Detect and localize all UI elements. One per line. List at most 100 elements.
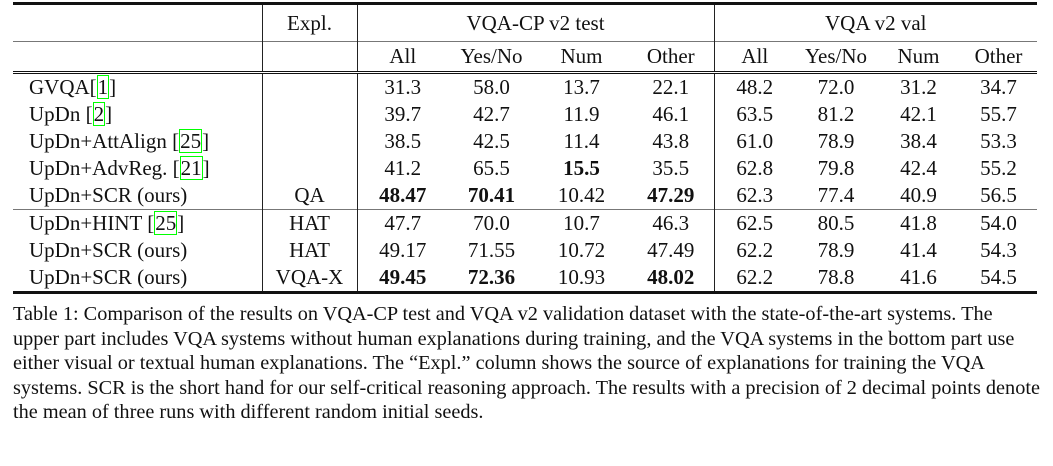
value-cell: 77.4 (817, 183, 855, 207)
expl-cell (262, 71, 358, 101)
value-cell: 48.02 (628, 264, 715, 294)
citation-link[interactable]: 25 (179, 129, 203, 153)
method-name-cell: UpDn [2] (13, 101, 263, 128)
value-cell: 62.2 (714, 264, 795, 294)
value-cell: 61.0 (736, 129, 774, 153)
method-name-cell: UpDn+HINT [25] (13, 209, 263, 237)
col-header: Yes/No (448, 41, 535, 73)
vqa-v2-header: VQA v2 val (714, 2, 1037, 42)
value-cell: 38.4 (900, 129, 937, 153)
expl-cell: QA (262, 182, 358, 210)
col-header: All (357, 41, 448, 73)
table-row: UpDn [2] 39.7 42.7 11.9 46.1 63.5 81.2 42.1 55.7 (13, 101, 1037, 128)
method-name-cell: UpDn+AttAlign [25] (13, 128, 263, 155)
value-cell: 10.93 (535, 264, 628, 294)
method-name-cell: UpDn+SCR (ours) (13, 182, 263, 210)
table-row: UpDn+SCR (ours) HAT 49.17 71.55 10.72 47.49 62… (13, 237, 1037, 264)
table-row: UpDn+AttAlign [25] 38.5 42.5 11.4 43.8 61.0 78… (13, 128, 1037, 155)
value-cell: 56.5 (980, 183, 1017, 207)
value-cell: 54.0 (960, 209, 1037, 237)
value-cell: 41.8 (877, 209, 960, 237)
citation-link[interactable]: 1 (96, 75, 110, 99)
method-name-cell: UpDn+SCR (ours) (13, 264, 263, 294)
value-cell: 11.4 (563, 129, 600, 153)
expl-cell: HAT (262, 209, 358, 237)
method-name: UpDn+AttAlign (29, 129, 173, 153)
results-table: Expl. VQA-CP v2 test VQA v2 val All Yes/… (13, 2, 1037, 294)
method-name: UpDn+SCR (ours) (29, 183, 188, 207)
value-cell: 48.47 (379, 183, 427, 207)
table-row: UpDn+SCR (ours) VQA-X 49.45 72.36 10.93 48.02… (13, 264, 1037, 294)
value-cell: 70.0 (448, 209, 535, 237)
value-cell: 41.2 (384, 156, 422, 180)
value-cell: 38.5 (384, 129, 422, 153)
value-cell: 65.5 (473, 156, 510, 180)
expl-cell: HAT (262, 237, 358, 264)
value-cell: 47.29 (628, 182, 715, 210)
value-cell: 62.3 (736, 183, 774, 207)
value-cell: 49.17 (379, 238, 427, 262)
col-header: All (714, 41, 795, 73)
table-row: GVQA[1] 31.3 58.0 13.7 22.1 48.2 72.0 31.2 34.7 (13, 71, 1037, 101)
value-cell: 10.72 (557, 238, 606, 262)
value-cell: 80.5 (795, 209, 877, 237)
value-cell: 10.7 (535, 209, 628, 237)
value-cell: 54.5 (960, 264, 1037, 294)
empty-header-cell (13, 2, 263, 42)
vqa-cp-header: VQA-CP v2 test (357, 2, 715, 42)
value-cell: 47.7 (357, 209, 448, 237)
value-cell: 46.1 (628, 101, 715, 128)
value-cell: 42.1 (900, 102, 937, 126)
value-cell: 34.7 (960, 71, 1037, 101)
value-cell: 79.8 (817, 156, 855, 180)
method-name: GVQA (29, 75, 90, 99)
value-cell: 72.36 (448, 264, 535, 294)
table-row: UpDn+HINT [25] HAT 47.7 70.0 10.7 46.3 62.5 80.… (13, 209, 1037, 237)
value-cell: 78.8 (795, 264, 877, 294)
col-header: Num (535, 41, 628, 73)
col-header: Yes/No (795, 41, 877, 73)
value-cell: 62.8 (736, 156, 774, 180)
col-header: Num (877, 41, 960, 73)
value-cell: 40.9 (900, 183, 937, 207)
value-cell: 39.7 (384, 102, 422, 126)
method-name: UpDn+AdvReg. (29, 156, 173, 180)
value-cell: 47.49 (628, 237, 715, 264)
value-cell: 53.3 (980, 129, 1017, 153)
value-cell: 48.2 (714, 71, 795, 101)
value-cell: 62.2 (736, 238, 774, 262)
value-cell: 31.3 (357, 71, 448, 101)
value-cell: 43.8 (628, 128, 715, 155)
value-cell: 35.5 (628, 155, 715, 182)
header-row-columns: All Yes/No Num Other All Yes/No Num Othe… (13, 41, 1037, 73)
value-cell: 63.5 (736, 102, 774, 126)
value-cell: 71.55 (467, 238, 516, 262)
value-cell: 15.5 (563, 156, 600, 180)
header-row-groups: Expl. VQA-CP v2 test VQA v2 val (13, 2, 1037, 42)
empty-header-cell (13, 41, 263, 73)
expl-cell (262, 155, 358, 182)
value-cell: 78.9 (817, 238, 855, 262)
method-name-cell: GVQA[1] (13, 71, 263, 101)
table-caption: Table 1: Comparison of the results on VQ… (13, 303, 1040, 423)
value-cell: 31.2 (877, 71, 960, 101)
citation-link[interactable]: 21 (179, 156, 203, 180)
citation-link[interactable]: 2 (92, 102, 106, 126)
table-row: UpDn+AdvReg. [21] 41.2 65.5 15.5 35.5 62.8 79.… (13, 155, 1037, 182)
method-name: UpDn+HINT (29, 211, 148, 235)
value-cell: 10.42 (557, 183, 606, 207)
value-cell: 42.4 (900, 156, 937, 180)
citation-link[interactable]: 25 (154, 211, 178, 235)
value-cell: 11.9 (563, 102, 600, 126)
expl-cell: VQA-X (262, 264, 358, 294)
value-cell: 13.7 (535, 71, 628, 101)
value-cell: 22.1 (628, 71, 715, 101)
value-cell: 46.3 (628, 209, 715, 237)
expl-cell (262, 101, 358, 128)
value-cell: 42.5 (473, 129, 510, 153)
value-cell: 41.6 (877, 264, 960, 294)
method-name: UpDn (29, 102, 86, 126)
table-row: UpDn+SCR (ours) QA 48.47 70.41 10.42 47.29 62.… (13, 182, 1037, 210)
method-name-cell: UpDn+AdvReg. [21] (13, 155, 263, 182)
value-cell: 58.0 (448, 71, 535, 101)
